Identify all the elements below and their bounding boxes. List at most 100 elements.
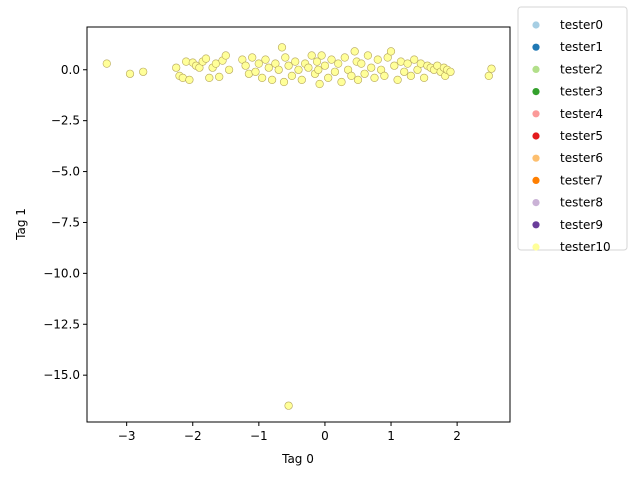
- x-tick-label: −2: [184, 429, 202, 443]
- point-tester10-52: [334, 59, 343, 68]
- legend-marker-tester4: [532, 110, 540, 118]
- point-tester10-15: [211, 59, 220, 68]
- legend-marker-tester7: [532, 176, 540, 184]
- point-tester10-25: [254, 59, 263, 68]
- point-tester10-37: [291, 57, 300, 66]
- legend-marker-tester2: [532, 65, 540, 73]
- y-tick-label: 0.0: [61, 63, 80, 77]
- point-tester10-56: [347, 71, 356, 80]
- x-tick-label: 1: [387, 429, 395, 443]
- point-tester10-7: [185, 75, 194, 84]
- legend-marker-tester6: [532, 154, 540, 162]
- legend-label-tester4: tester4: [560, 107, 603, 121]
- legend: tester0 tester1 tester2 tester3 tester4 teste…: [517, 6, 628, 254]
- point-tester10-73: [400, 67, 409, 76]
- point-tester10-6: [182, 57, 191, 66]
- point-tester10-62: [363, 51, 373, 60]
- point-tester10-91: [284, 401, 293, 410]
- point-tester10-53: [337, 77, 346, 87]
- point-tester10-46: [315, 79, 324, 89]
- legend-label-tester7: tester7: [560, 173, 603, 187]
- point-tester10-63: [367, 63, 376, 72]
- point-tester10-1: [125, 69, 135, 78]
- point-tester10-31: [274, 65, 283, 74]
- point-tester10-32: [277, 43, 287, 52]
- point-tester10-44: [312, 57, 322, 66]
- point-tester10-38: [294, 65, 303, 74]
- point-tester10-75: [406, 71, 416, 80]
- x-tick-label: −1: [250, 429, 268, 443]
- point-tester10-76: [410, 55, 419, 64]
- x-tick-label: 2: [453, 429, 461, 443]
- legend-label-tester10: tester10: [560, 240, 611, 254]
- y-tick-label: −7.5: [51, 215, 80, 229]
- y-axis-label: Tag 1: [14, 208, 28, 241]
- point-tester10-47: [317, 51, 326, 60]
- point-tester10-0: [102, 59, 111, 68]
- point-tester10-26: [258, 73, 267, 82]
- point-tester10-64: [370, 73, 379, 82]
- point-tester10-49: [324, 73, 333, 82]
- y-tick-label: −10.0: [43, 266, 80, 280]
- point-tester10-88: [446, 67, 455, 76]
- point-tester10-39: [297, 75, 306, 84]
- point-tester10-70: [390, 61, 399, 70]
- legend-items: tester0 tester1 tester2 tester3 tester4 teste…: [532, 18, 611, 254]
- point-tester10-90: [487, 64, 496, 73]
- point-tester10-60: [357, 59, 366, 68]
- legend-marker-tester10: [532, 243, 540, 251]
- y-tick-label: −5.0: [51, 165, 80, 179]
- x-tick-label: 0: [321, 429, 329, 443]
- point-tester10-2: [139, 67, 148, 76]
- point-tester10-36: [287, 71, 297, 80]
- point-tester10-74: [403, 59, 412, 68]
- point-tester10-16: [215, 72, 224, 81]
- point-tester10-65: [373, 55, 382, 64]
- point-tester10-3: [172, 63, 181, 72]
- point-tester10-24: [251, 67, 260, 76]
- point-tester10-27: [261, 55, 270, 64]
- legend-label-tester6: tester6: [560, 151, 603, 165]
- point-tester10-12: [201, 54, 211, 63]
- point-tester10-71: [393, 75, 402, 84]
- x-axis-label: Tag 0: [281, 452, 314, 466]
- point-tester10-33: [279, 77, 289, 87]
- point-tester10-59: [353, 75, 363, 84]
- legend-marker-tester3: [532, 88, 540, 96]
- point-tester10-89: [484, 71, 493, 80]
- x-axis: −3 −2 −1 0 1 2: [118, 422, 461, 443]
- y-tick-label: −15.0: [43, 368, 80, 382]
- legend-marker-tester1: [532, 43, 540, 51]
- legend-frame: [517, 6, 628, 251]
- point-tester10-61: [360, 69, 369, 78]
- point-tester10-48: [320, 61, 330, 70]
- legend-label-tester5: tester5: [560, 129, 603, 143]
- points-layer: [102, 43, 496, 410]
- legend-marker-tester9: [532, 221, 540, 229]
- point-tester10-23: [248, 53, 257, 62]
- point-tester10-45: [314, 65, 323, 74]
- point-tester10-51: [330, 67, 340, 76]
- plot-frame: [86, 26, 511, 423]
- x-tick-label: −3: [118, 429, 136, 443]
- point-tester10-29: [268, 75, 277, 84]
- legend-label-tester3: tester3: [560, 85, 603, 99]
- y-tick-label: −2.5: [51, 114, 80, 128]
- legend-marker-tester0: [532, 21, 540, 29]
- point-tester10-34: [281, 53, 290, 62]
- point-tester10-50: [327, 55, 336, 64]
- point-tester10-54: [340, 53, 349, 62]
- point-tester10-19: [225, 65, 234, 74]
- point-tester10-42: [307, 51, 316, 60]
- point-tester10-28: [264, 63, 273, 72]
- legend-label-tester8: tester8: [560, 196, 603, 210]
- point-tester10-69: [386, 47, 396, 56]
- point-tester10-79: [420, 73, 429, 82]
- point-tester10-35: [284, 61, 293, 70]
- legend-marker-tester8: [532, 199, 540, 207]
- point-tester10-21: [241, 61, 250, 70]
- legend-label-tester2: tester2: [560, 62, 603, 76]
- point-tester10-67: [380, 71, 389, 80]
- y-tick-label: −12.5: [43, 317, 80, 331]
- point-tester10-13: [205, 73, 214, 82]
